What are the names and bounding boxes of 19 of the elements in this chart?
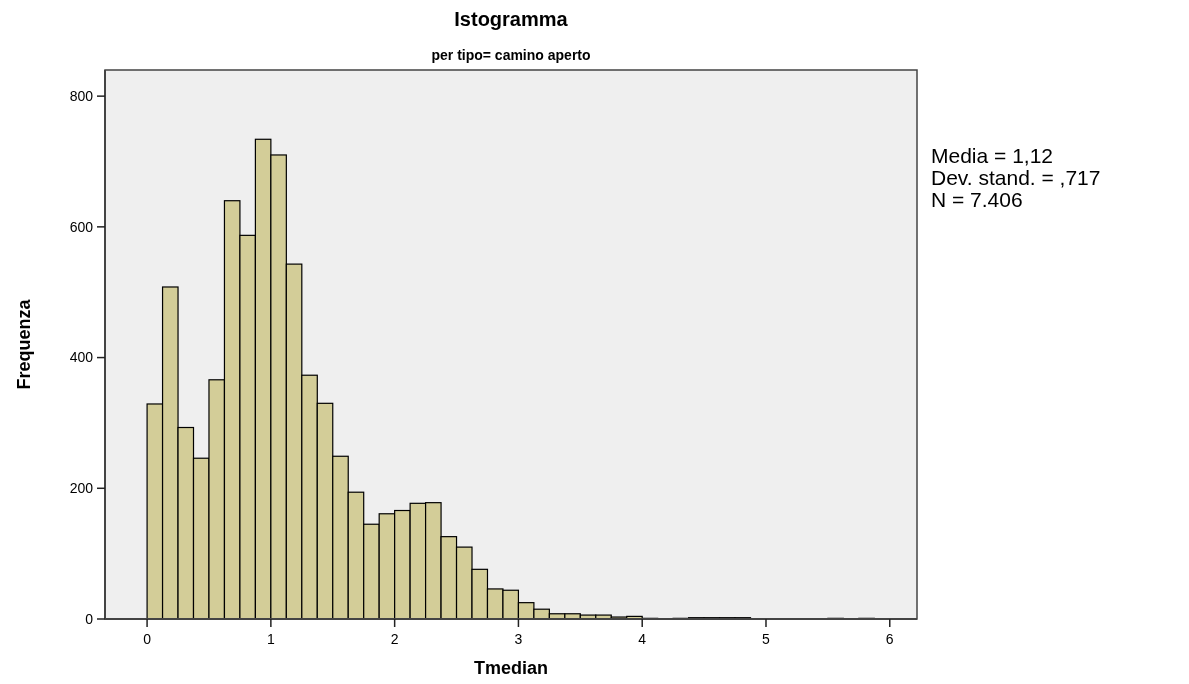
chart-title: Istogramma	[454, 8, 569, 30]
y-tick-label: 400	[69, 349, 94, 366]
text: N = 7.406	[931, 188, 1023, 211]
x-tick-label: 3	[514, 631, 523, 647]
y-axis-title: Frequenza	[14, 298, 34, 390]
text: Media = 1,12	[931, 144, 1054, 167]
x-tick-label: 4	[638, 631, 647, 647]
chart-subtitle: per tipo= camino aperto	[431, 47, 591, 63]
x-axis-title: Tmedian	[473, 658, 549, 678]
x-tick-label: 2	[390, 631, 399, 647]
x-tick-label: 6	[885, 631, 894, 647]
x-tick-label: 1	[266, 631, 275, 647]
x-tick-label: 0	[143, 631, 152, 647]
y-tick-label: 600	[69, 218, 94, 235]
x-tick-label: 5	[762, 631, 771, 647]
y-tick-label: 800	[69, 88, 94, 105]
y-tick-label: 200	[69, 480, 94, 497]
text: Dev. stand. = ,717	[931, 166, 1101, 189]
y-tick-label: 0	[85, 610, 94, 627]
